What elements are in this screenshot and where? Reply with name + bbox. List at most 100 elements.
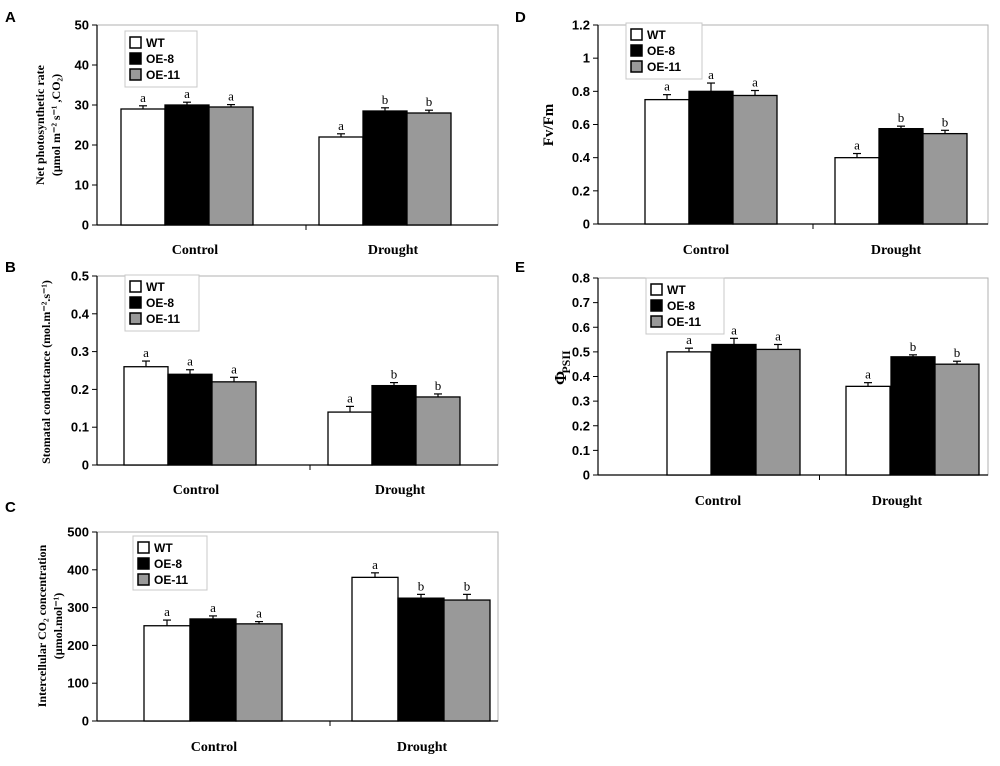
panel-c: C 0 100 200 300 400 500 a a a Control a b b Drought WT O…: [5, 499, 499, 755]
legend-swatch: [137, 557, 150, 570]
panel-letter: C: [5, 499, 16, 516]
legend-label: OE-11: [146, 68, 180, 82]
significance-letter: a: [708, 67, 714, 82]
category-label: Control: [683, 243, 730, 258]
category-label: Drought: [871, 243, 922, 258]
category-label: Drought: [397, 740, 448, 755]
legend-swatch: [129, 68, 142, 81]
y-tick-label: 0.1: [71, 420, 89, 435]
y-tick-label: 0: [583, 217, 590, 232]
legend-swatch: [630, 28, 643, 41]
bar-oe-11-drought: [934, 363, 980, 476]
legend-swatch: [129, 280, 142, 293]
category-label: Control: [191, 740, 238, 755]
bar-wt-control: [123, 366, 169, 466]
y-tick-label: 0: [583, 468, 590, 483]
panel-letter: B: [5, 259, 16, 276]
significance-letter: b: [910, 339, 917, 354]
bar-wt-control: [666, 351, 712, 476]
category-label: Drought: [375, 483, 426, 498]
significance-letter: a: [256, 606, 262, 621]
legend-label: OE-11: [146, 312, 180, 326]
panel-d: D 0 0.2 0.4 0.6 0.8 1 1.2 a a a Control a b b Drought WT…: [515, 9, 989, 258]
significance-letter: b: [435, 378, 442, 393]
y-tick-label: 1.2: [572, 18, 590, 33]
significance-letter: b: [942, 114, 949, 129]
significance-letter: b: [426, 94, 433, 109]
y-tick-label: 400: [67, 562, 89, 577]
y-tick-label: 0.4: [71, 306, 90, 321]
y-tick-label: 0: [82, 458, 89, 473]
bar-wt-drought: [327, 411, 373, 466]
y-axis-label-unit: (μmol.mol⁻¹): [51, 593, 65, 659]
y-axis-label-text: Fv/Fm: [541, 103, 557, 146]
panel-letter: D: [515, 9, 526, 26]
significance-letter: b: [382, 92, 389, 107]
category-label: Control: [695, 494, 742, 509]
legend-swatch: [137, 541, 150, 554]
significance-letter: a: [140, 90, 146, 105]
significance-letter: a: [347, 390, 353, 405]
y-tick-label: 0.4: [572, 150, 591, 165]
bar-oe-8-drought: [371, 384, 417, 466]
y-axis-label-sub: PSII: [559, 350, 573, 374]
significance-letter: a: [143, 345, 149, 360]
legend-swatch: [129, 36, 142, 49]
y-axis-label-text: Intercellular CO₂ concentration: [35, 544, 49, 707]
significance-letter: a: [228, 89, 234, 104]
bar-wt-control: [644, 98, 690, 225]
significance-letter: a: [752, 75, 758, 90]
legend-label: WT: [154, 541, 173, 555]
legend-swatch: [129, 296, 142, 309]
bar-oe-11-drought: [922, 132, 968, 225]
y-tick-label: 0.6: [572, 320, 590, 335]
bar-wt-control: [143, 625, 191, 722]
significance-letter: b: [464, 578, 471, 593]
legend-swatch: [630, 60, 643, 73]
y-tick-label: 0: [82, 218, 89, 233]
legend-label: OE-8: [146, 52, 174, 66]
significance-letter: b: [418, 578, 425, 593]
legend-swatch: [650, 315, 663, 328]
legend-label: WT: [647, 28, 666, 42]
y-tick-label: 0.1: [572, 443, 590, 458]
significance-letter: a: [854, 138, 860, 153]
bar-oe-8-drought: [878, 127, 924, 225]
significance-letter: a: [184, 86, 190, 101]
significance-letter: a: [210, 600, 216, 615]
bar-oe-11-drought: [406, 112, 452, 226]
y-tick-label: 500: [67, 525, 89, 540]
panel-b: B 0 0.1 0.2 0.3 0.4 0.5 a a a Control a b b Drought WT O…: [5, 259, 499, 498]
y-axis-label-text: Stomatal conductance (mol.m⁻².s⁻¹): [39, 280, 53, 464]
y-tick-label: 200: [67, 638, 89, 653]
panel-letter: A: [5, 9, 16, 26]
category-label: Control: [173, 483, 220, 498]
significance-letter: a: [865, 367, 871, 382]
y-axis-label: Intercellular CO₂ concentration (μmol.mol…: [35, 544, 65, 707]
legend-label: WT: [146, 36, 165, 50]
y-tick-label: 0.2: [572, 183, 590, 198]
significance-letter: a: [664, 79, 670, 94]
legend-swatch: [650, 283, 663, 296]
legend-label: OE-8: [146, 296, 174, 310]
y-axis-label-unit: (μmol m⁻² s⁻¹ ,CO₂): [49, 74, 63, 176]
bar-wt-drought: [834, 157, 880, 225]
bar-oe-11-control: [732, 94, 778, 225]
y-tick-label: 1: [583, 51, 590, 66]
legend-label: OE-11: [667, 315, 701, 329]
legend-label: OE-11: [647, 60, 681, 74]
y-tick-label: 0.7: [572, 295, 590, 310]
bar-wt-control: [120, 108, 166, 226]
legend-label: OE-8: [647, 44, 675, 58]
y-tick-label: 0.8: [572, 271, 590, 286]
y-axis-label: Net photosynthetic rate (μmol m⁻² s⁻¹ ,CO…: [33, 64, 63, 185]
panel-e: E 0 0.1 0.2 0.3 0.4 0.5 0.6 0.7 0.8 a a a Control a b b D…: [515, 259, 989, 509]
panel-a: A 0 10 20 30 40 50 a a a Control a b b Drought WT OE-8 OE…: [5, 9, 499, 258]
y-tick-label: 30: [75, 98, 89, 113]
bar-wt-drought: [318, 136, 364, 226]
y-tick-label: 10: [75, 178, 89, 193]
y-tick-label: 300: [67, 600, 89, 615]
y-axis-label-text: Net photosynthetic rate: [33, 64, 47, 185]
y-tick-label: 0.6: [572, 117, 590, 132]
